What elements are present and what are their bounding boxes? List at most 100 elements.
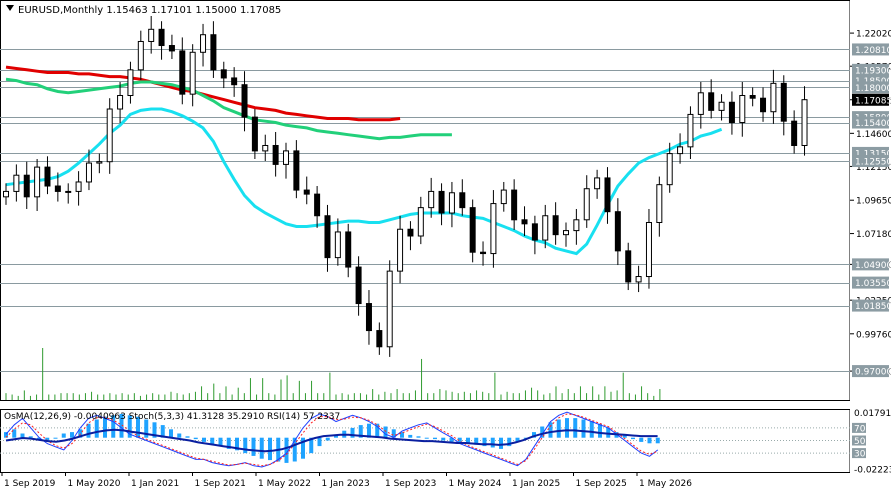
level-label: 1.12550 — [855, 158, 891, 168]
level-label-box — [852, 155, 889, 168]
indicator-panel[interactable] — [0, 409, 851, 473]
osma-bar — [45, 437, 50, 441]
candle-body — [314, 193, 321, 217]
candle-body — [283, 150, 289, 165]
x-tick-label: 1 May 2022 — [258, 479, 311, 489]
osma-bar — [474, 437, 479, 445]
osma-bar — [20, 433, 25, 438]
candle-body — [65, 190, 72, 193]
osma-bar — [556, 419, 561, 438]
osma-bar — [466, 437, 470, 444]
candle-body — [511, 189, 518, 221]
candle-body — [75, 181, 82, 192]
candle-body — [44, 166, 51, 187]
symbol-header: EURUSD,Monthly 1.15463 1.17101 1.15000 1… — [18, 5, 281, 16]
candle-body — [552, 215, 559, 236]
osma-bar — [169, 429, 173, 438]
candle-body — [801, 99, 808, 146]
osma-bar — [367, 423, 371, 438]
candle-body — [324, 215, 331, 259]
price-panel[interactable] — [0, 0, 851, 401]
level-label: 1.13150 — [855, 149, 891, 159]
candle-body — [635, 276, 642, 283]
osma-bar — [532, 432, 536, 438]
x-tick-label: 1 May 2026 — [639, 479, 692, 489]
x-tick-label: 1 Sep 2021 — [195, 479, 246, 489]
osma-bar — [94, 419, 99, 438]
osma-bar — [301, 437, 305, 459]
header-bg — [2, 2, 162, 16]
osma-bar — [589, 420, 594, 438]
osc-axis-label: 30 — [854, 450, 866, 460]
osma-bar — [441, 437, 446, 441]
candle-body — [200, 34, 207, 53]
x-tick-label: 1 Sep 2019 — [4, 479, 56, 489]
osma-bar — [507, 437, 512, 447]
osma-bar — [243, 437, 248, 454]
osma-bar — [449, 437, 454, 442]
osma-bar — [144, 419, 149, 438]
candle-body — [728, 101, 735, 124]
osma-bar — [391, 429, 396, 438]
candle-body — [718, 101, 725, 111]
candle-body — [749, 95, 756, 99]
candle-body — [158, 28, 165, 47]
candle-body — [448, 192, 455, 214]
candle-body — [697, 92, 704, 115]
osma-bar — [598, 423, 602, 438]
candle-body — [770, 82, 777, 113]
candle-body — [531, 223, 538, 241]
osma-bar — [284, 437, 289, 463]
osma-bar — [292, 437, 297, 462]
osma-bar — [28, 436, 33, 438]
level-label: 1.19300 — [855, 66, 891, 76]
x-tick-label: 1 May 2020 — [68, 479, 121, 489]
osma-bar — [457, 437, 462, 444]
osma-bar — [78, 429, 83, 438]
osma-bar — [639, 437, 644, 442]
candle-body — [428, 190, 435, 209]
current-price-label: 1.17085 — [855, 96, 891, 106]
level-label: 1.03550 — [855, 279, 891, 289]
osma-bar — [86, 423, 91, 438]
candle-body — [397, 228, 404, 272]
level-label-box — [852, 63, 889, 76]
osma-bar — [37, 437, 41, 440]
osma-bar — [268, 437, 272, 461]
candle-body — [3, 190, 9, 198]
candle-body — [480, 251, 487, 255]
candle-body — [459, 192, 466, 209]
osma-bar — [160, 425, 165, 438]
osma-bar — [210, 437, 215, 445]
osma-bar — [103, 416, 107, 438]
osma-bar — [482, 437, 487, 447]
level-label-box — [852, 299, 889, 312]
candle-body — [148, 28, 155, 42]
osma-bar — [61, 433, 66, 438]
candle-body — [386, 270, 393, 348]
candle-body — [563, 230, 569, 236]
osma-bar — [540, 426, 545, 438]
candle-body — [708, 92, 715, 111]
candle-body — [625, 250, 632, 283]
candle-body — [573, 219, 580, 232]
osc-level-box — [852, 422, 866, 433]
level-label: 0.97000 — [855, 368, 891, 378]
osma-bar — [408, 434, 413, 438]
osma-bar — [358, 425, 363, 438]
candle-body — [54, 185, 61, 192]
candle-body — [210, 34, 217, 71]
osma-bar — [119, 413, 124, 438]
ma-fast-line — [5, 107, 723, 256]
candle-body — [23, 174, 30, 198]
candle-body — [365, 303, 372, 332]
price-panel-frame — [0, 0, 851, 401]
price-tick-label: 0.99760 — [856, 330, 891, 340]
level-label-box — [852, 276, 889, 289]
osma-bar — [193, 437, 198, 440]
candle-body — [376, 330, 383, 348]
candle-body — [85, 162, 92, 183]
osma-bar — [53, 437, 58, 439]
osma-bar — [622, 434, 627, 438]
osma-bar — [152, 422, 157, 438]
